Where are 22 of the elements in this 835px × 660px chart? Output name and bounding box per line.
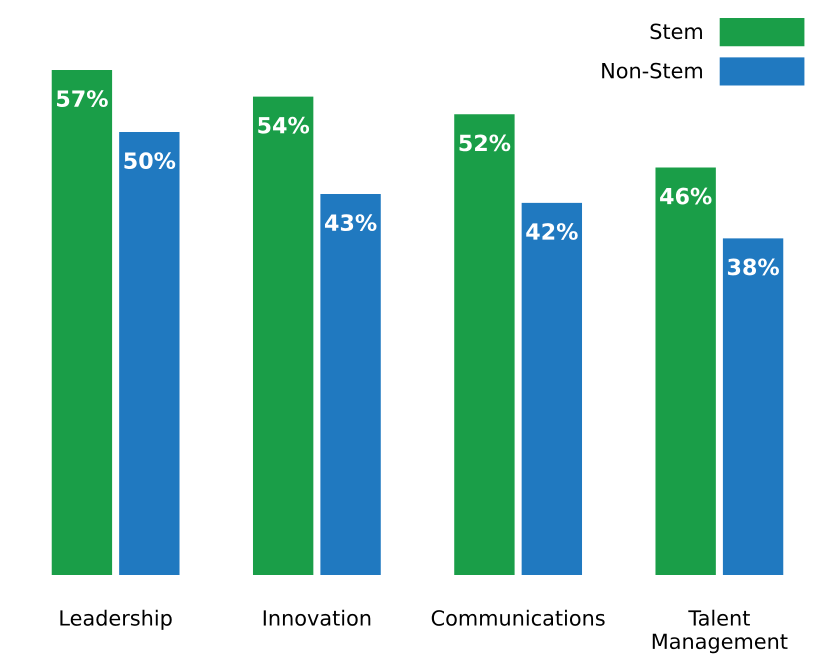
bar — [52, 70, 112, 575]
x-tick-label: Innovation — [264, 610, 370, 626]
legend-label: Non-Stem — [602, 62, 702, 79]
x-tick-label: Talent Management — [652, 610, 788, 654]
data-label: 46% — [660, 188, 712, 204]
data-label: 50% — [124, 152, 176, 170]
x-tick-label: Communications — [432, 610, 605, 626]
bar — [320, 194, 381, 575]
data-label: 57% — [57, 90, 108, 108]
bar — [454, 114, 515, 575]
bar — [252, 96, 314, 575]
legend-label: Stem — [650, 23, 702, 40]
data-label: 43% — [324, 214, 376, 232]
x-tick-label: Leadership — [60, 610, 172, 630]
data-label: 54% — [258, 116, 310, 134]
data-label: 42% — [526, 223, 578, 240]
bar — [119, 132, 180, 575]
data-label: 52% — [460, 134, 510, 152]
data-label: 38% — [728, 258, 779, 276]
bar — [522, 202, 582, 575]
bar — [655, 167, 716, 575]
bar — [722, 238, 784, 575]
